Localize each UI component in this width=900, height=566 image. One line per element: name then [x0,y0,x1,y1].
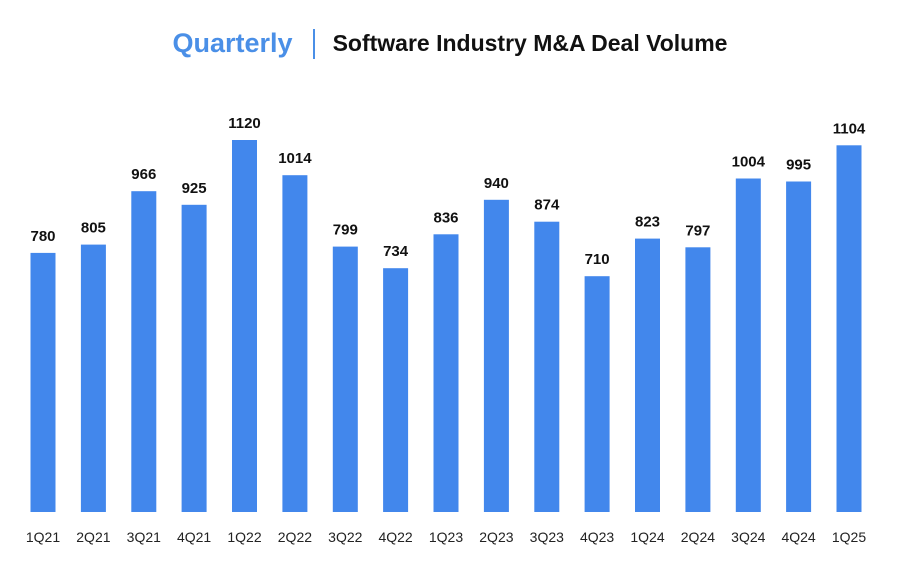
x-tick-label-4Q21: 4Q21 [177,529,211,545]
bar-4Q22 [383,268,409,512]
chart-main-title: Software Industry M&A Deal Volume [332,30,728,56]
bar-1Q22 [232,140,257,512]
x-tick-label-1Q22: 1Q22 [227,529,261,545]
data-label-2Q21: 805 [81,220,106,237]
data-label-3Q21: 966 [131,166,156,183]
bar-1Q25 [836,145,862,513]
data-label-3Q22: 799 [333,222,358,239]
bar-3Q23 [534,221,560,512]
bar-2Q22 [282,175,308,512]
chart-subtitle: Quarterly [172,28,293,58]
data-label-1Q21: 780 [30,228,55,245]
bar-1Q24 [635,238,660,512]
x-tick-label-2Q21: 2Q21 [76,529,110,545]
bar-2Q23 [483,199,509,513]
x-tick-label-1Q25: 1Q25 [832,529,866,545]
x-tick-label-3Q23: 3Q23 [530,529,564,545]
bar-3Q21 [131,191,157,512]
data-label-3Q24: 1004 [732,154,766,171]
data-label-1Q22: 1120 [228,115,261,132]
bar-1Q21 [30,252,56,512]
x-tick-label-4Q23: 4Q23 [580,529,614,545]
bar-4Q21 [181,204,207,513]
x-tick-label-1Q23: 1Q23 [429,529,463,545]
data-label-1Q23: 836 [433,209,458,226]
data-label-1Q24: 823 [635,214,660,231]
data-label-4Q23: 710 [585,251,610,268]
bar-3Q24 [735,178,761,512]
data-label-4Q24: 995 [786,157,811,174]
title-divider [312,28,315,59]
x-tick-label-4Q24: 4Q24 [781,529,815,545]
x-tick-label-3Q24: 3Q24 [731,529,765,545]
x-tick-label-2Q24: 2Q24 [681,529,715,545]
data-label-4Q21: 925 [182,180,207,197]
data-label-2Q24: 797 [685,222,710,239]
bar-2Q24 [685,247,711,513]
chart-title: Quarterly Software Industry M&A Deal Volu… [0,28,900,59]
bar-1Q23 [433,234,459,513]
bar-2Q21 [80,244,106,512]
x-tick-label-2Q23: 2Q23 [479,529,513,545]
x-tick-label-3Q22: 3Q22 [328,529,362,545]
x-tick-label-1Q24: 1Q24 [630,529,664,545]
data-label-2Q22: 1014 [278,150,312,167]
x-tick-label-3Q21: 3Q21 [127,529,161,545]
bar-3Q22 [332,246,358,512]
x-tick-label-2Q22: 2Q22 [278,529,312,545]
bar-4Q23 [584,276,610,512]
data-label-4Q22: 734 [383,243,409,260]
x-tick-label-4Q22: 4Q22 [378,529,412,545]
data-label-1Q25: 1104 [833,120,866,137]
bar-4Q24 [786,181,812,512]
x-tick-label-1Q21: 1Q21 [26,529,60,545]
data-label-3Q23: 874 [534,197,560,214]
data-label-2Q23: 940 [484,175,509,192]
